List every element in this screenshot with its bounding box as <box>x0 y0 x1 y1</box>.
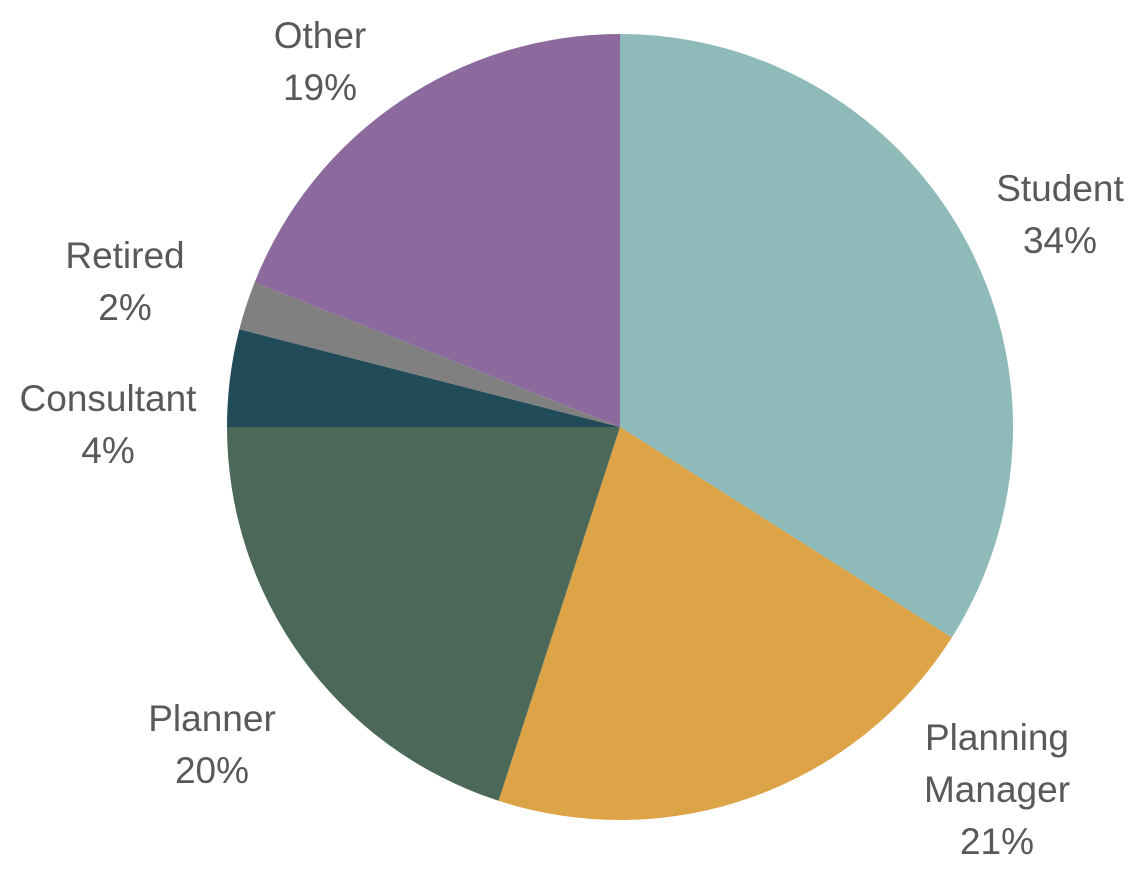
slice-label: Planner 20% <box>102 693 322 797</box>
pie-slice <box>498 427 952 820</box>
value-label: 20% <box>174 750 250 791</box>
value-label: 21% <box>959 821 1035 862</box>
slice-label: Consultant 4% <box>0 373 218 477</box>
slice-label: Other 19% <box>210 10 430 114</box>
value-label: 34% <box>1022 220 1098 261</box>
slice-label: Planning Manager 21% <box>887 712 1107 868</box>
pie-slice <box>620 34 1014 638</box>
category-label: Retired <box>65 235 185 276</box>
category-label: Student <box>996 168 1124 209</box>
slice-label: Retired 2% <box>15 230 235 334</box>
pie-slice <box>227 329 620 427</box>
pie-slice <box>239 282 621 427</box>
value-label: 4% <box>81 430 135 471</box>
category-label: Planner <box>148 698 276 739</box>
value-label: 2% <box>98 287 152 328</box>
category-label: Planning Manager <box>923 717 1071 810</box>
category-label: Other <box>273 15 367 56</box>
slice-label: Student 34% <box>950 163 1132 267</box>
category-label: Consultant <box>19 378 197 419</box>
pie-slice <box>254 34 620 427</box>
pie-slice <box>227 427 620 801</box>
value-label: 19% <box>282 67 358 108</box>
